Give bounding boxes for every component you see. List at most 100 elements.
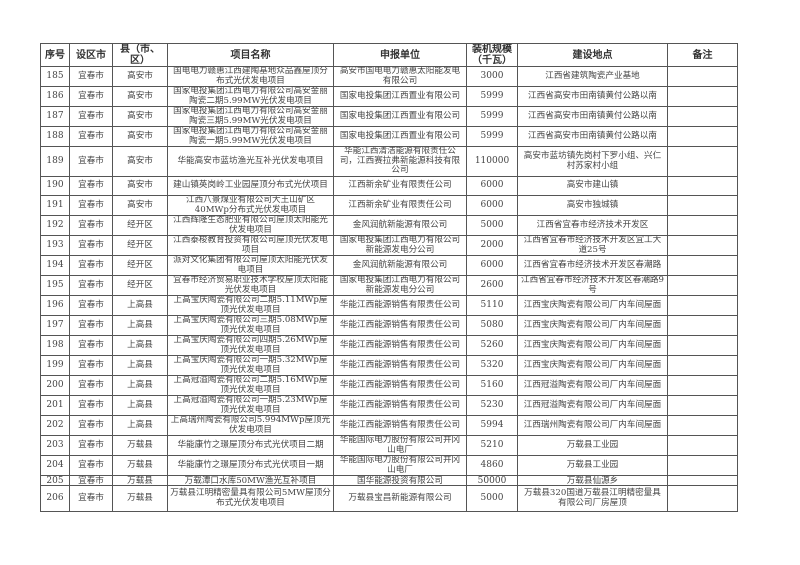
cell-applicant: 金风润航新能源有限公司 bbox=[333, 255, 467, 276]
table-body: 185 宜春市 高安市 国电电力赣惠江西建陶基地众品鑫屋顶分布式光伏发电项目 高安市国电… bbox=[40, 66, 738, 512]
cell-remarks bbox=[667, 126, 738, 147]
cell-location: 高安市蓝坊镇先岗村下罗小组、兴仁村苏家村小组 bbox=[517, 146, 668, 177]
cell-capacity: 5999 bbox=[466, 126, 518, 147]
table-row: 200 宜春市 上高县 上高冠溢陶瓷有限公司二期5.16MWp屋顶光伏发电项目 华能江西… bbox=[40, 375, 738, 396]
cell-remarks bbox=[667, 215, 738, 236]
table-row: 201 宜春市 上高县 上高冠溢陶瓷有限公司一期5.23MWp屋顶光伏发电项目 华能江西… bbox=[40, 395, 738, 416]
table-row: 185 宜春市 高安市 国电电力赣惠江西建陶基地众品鑫屋顶分布式光伏发电项目 高安市国电… bbox=[40, 66, 738, 87]
cell-city: 宜春市 bbox=[69, 86, 113, 107]
cell-seq: 206 bbox=[40, 485, 70, 512]
cell-capacity: 5110 bbox=[466, 295, 518, 316]
cell-county: 高安市 bbox=[112, 195, 168, 216]
cell-applicant: 国家电投集团江西电力有限公司新能源发电分公司 bbox=[333, 275, 467, 296]
cell-remarks bbox=[667, 415, 738, 436]
table-row: 199 宜春市 上高县 上高宝庆陶瓷有限公司一期5.32MWp屋顶光伏发电项目 华能江西… bbox=[40, 355, 738, 376]
cell-applicant: 华能江西能源销售有限责任公司 bbox=[333, 335, 467, 356]
cell-capacity: 5000 bbox=[466, 215, 518, 236]
cell-location: 江西冠溢陶瓷有限公司厂内车间屋面 bbox=[517, 395, 668, 416]
table-row: 195 宜春市 经开区 宜春市经济贸易职业技术学校屋顶太阳能光伏发电项目 国家电投集团江… bbox=[40, 275, 738, 296]
cell-seq: 197 bbox=[40, 315, 70, 336]
cell-location: 万载县工业园 bbox=[517, 455, 668, 476]
table-row: 198 宜春市 上高县 上高宝庆陶瓷有限公司四期5.26MWp屋顶光伏发电项目 华能江西… bbox=[40, 335, 738, 356]
cell-city: 宜春市 bbox=[69, 106, 113, 127]
cell-project: 国家电投集团江西电力有限公司高安金丽陶瓷一期5.99MW光伏发电项目 bbox=[167, 126, 334, 147]
cell-city: 宜春市 bbox=[69, 66, 113, 87]
cell-county: 万载县 bbox=[112, 485, 168, 512]
cell-capacity: 5160 bbox=[466, 375, 518, 396]
cell-seq: 187 bbox=[40, 106, 70, 127]
cell-remarks bbox=[667, 146, 738, 177]
cell-seq: 189 bbox=[40, 146, 70, 177]
cell-county: 上高县 bbox=[112, 395, 168, 416]
table-row: 186 宜春市 高安市 国家电投集团江西电力有限公司高安金丽陶瓷二期5.99MW光伏发… bbox=[40, 86, 738, 107]
cell-county: 高安市 bbox=[112, 176, 168, 196]
cell-remarks bbox=[667, 255, 738, 276]
table-row: 206 宜春市 万载县 万载县江明精密量具有限公司5MW屋顶分布式光伏发电项目 万载县宝… bbox=[40, 485, 738, 512]
project-table: 序号 设区市 县（市、区） 项目名称 申报单位 装机规模（千瓦） 建设地点 备注… bbox=[40, 43, 738, 512]
cell-remarks bbox=[667, 235, 738, 256]
cell-location: 万载县工业园 bbox=[517, 435, 668, 456]
cell-location: 江西省高安市田南镇黄付公路以南 bbox=[517, 86, 668, 107]
cell-city: 宜春市 bbox=[69, 335, 113, 356]
header-capacity: 装机规模（千瓦） bbox=[466, 43, 518, 67]
cell-applicant: 华能江西能源销售有限责任公司 bbox=[333, 395, 467, 416]
cell-seq: 192 bbox=[40, 215, 70, 236]
table-row: 202 宜春市 上高县 上高瑞州陶瓷有限公司5.994MWp屋顶光伏发电项目 华能江西能… bbox=[40, 415, 738, 436]
cell-city: 宜春市 bbox=[69, 195, 113, 216]
cell-remarks bbox=[667, 395, 738, 416]
cell-remarks bbox=[667, 315, 738, 336]
cell-remarks bbox=[667, 335, 738, 356]
cell-seq: 198 bbox=[40, 335, 70, 356]
cell-location: 万载县320国道万载县江明精密量具有限公司厂房屋顶 bbox=[517, 485, 668, 512]
cell-applicant: 国家电投集团江西置业有限公司 bbox=[333, 86, 467, 107]
cell-county: 经开区 bbox=[112, 235, 168, 256]
cell-city: 宜春市 bbox=[69, 395, 113, 416]
cell-seq: 205 bbox=[40, 475, 70, 486]
cell-capacity: 3000 bbox=[466, 66, 518, 87]
cell-location: 高安市建山镇 bbox=[517, 176, 668, 196]
cell-seq: 203 bbox=[40, 435, 70, 456]
cell-seq: 190 bbox=[40, 176, 70, 196]
cell-capacity: 2600 bbox=[466, 275, 518, 296]
cell-county: 高安市 bbox=[112, 66, 168, 87]
cell-city: 宜春市 bbox=[69, 415, 113, 436]
cell-remarks bbox=[667, 455, 738, 476]
table-row: 203 宜春市 万载县 华能康竹之璟屋顶分布式光伏项目二期 华能国际电力股份有限公司井冈… bbox=[40, 435, 738, 456]
cell-location: 江西省宜春市经济技术开发区春潮路 bbox=[517, 255, 668, 276]
header-row: 序号 设区市 县（市、区） 项目名称 申报单位 装机规模（千瓦） 建设地点 备注 bbox=[40, 43, 738, 67]
cell-city: 宜春市 bbox=[69, 126, 113, 147]
cell-capacity: 5210 bbox=[466, 435, 518, 456]
cell-remarks bbox=[667, 66, 738, 87]
table-row: 193 宜春市 经开区 江西泰梭教育投资有限公司屋顶光伏发电项目 国家电投集团江西电力有… bbox=[40, 235, 738, 256]
header-city: 设区市 bbox=[69, 43, 113, 67]
cell-seq: 186 bbox=[40, 86, 70, 107]
cell-location: 江西省宜春市经济技术开发区 bbox=[517, 215, 668, 236]
cell-applicant: 华能江西能源销售有限责任公司 bbox=[333, 415, 467, 436]
cell-remarks bbox=[667, 355, 738, 376]
cell-project: 国电电力赣惠江西建陶基地众品鑫屋顶分布式光伏发电项目 bbox=[167, 66, 334, 87]
cell-remarks bbox=[667, 295, 738, 316]
cell-city: 宜春市 bbox=[69, 215, 113, 236]
cell-applicant: 金风润航新能源有限公司 bbox=[333, 215, 467, 236]
cell-city: 宜春市 bbox=[69, 455, 113, 476]
cell-project: 上高冠溢陶瓷有限公司二期5.16MWp屋顶光伏发电项目 bbox=[167, 375, 334, 396]
table-row: 189 宜春市 高安市 华能高安市蓝坊渔光互补光伏发电项目 华能江西清洁能源有限责任公司… bbox=[40, 146, 738, 177]
cell-seq: 194 bbox=[40, 255, 70, 276]
cell-city: 宜春市 bbox=[69, 295, 113, 316]
cell-remarks bbox=[667, 106, 738, 127]
cell-location: 江西瑞州陶瓷有限公司厂内车间屋面 bbox=[517, 415, 668, 436]
cell-county: 高安市 bbox=[112, 86, 168, 107]
header-remarks: 备注 bbox=[667, 43, 738, 67]
cell-city: 宜春市 bbox=[69, 355, 113, 376]
cell-seq: 196 bbox=[40, 295, 70, 316]
header-applicant: 申报单位 bbox=[333, 43, 467, 67]
cell-project: 派对文化集团有限公司屋顶太阳能光伏发电项目 bbox=[167, 255, 334, 276]
cell-applicant: 高安市国电电力赣惠太阳能发电有限公司 bbox=[333, 66, 467, 87]
cell-county: 高安市 bbox=[112, 146, 168, 177]
cell-applicant: 华能江西能源销售有限责任公司 bbox=[333, 295, 467, 316]
cell-capacity: 5080 bbox=[466, 315, 518, 336]
table-row: 205 宜春市 万载县 万载潭口水库50MW渔光互补项目 国华能源投资有限公司 50000… bbox=[40, 475, 738, 486]
cell-remarks bbox=[667, 375, 738, 396]
cell-city: 宜春市 bbox=[69, 475, 113, 486]
cell-seq: 195 bbox=[40, 275, 70, 296]
